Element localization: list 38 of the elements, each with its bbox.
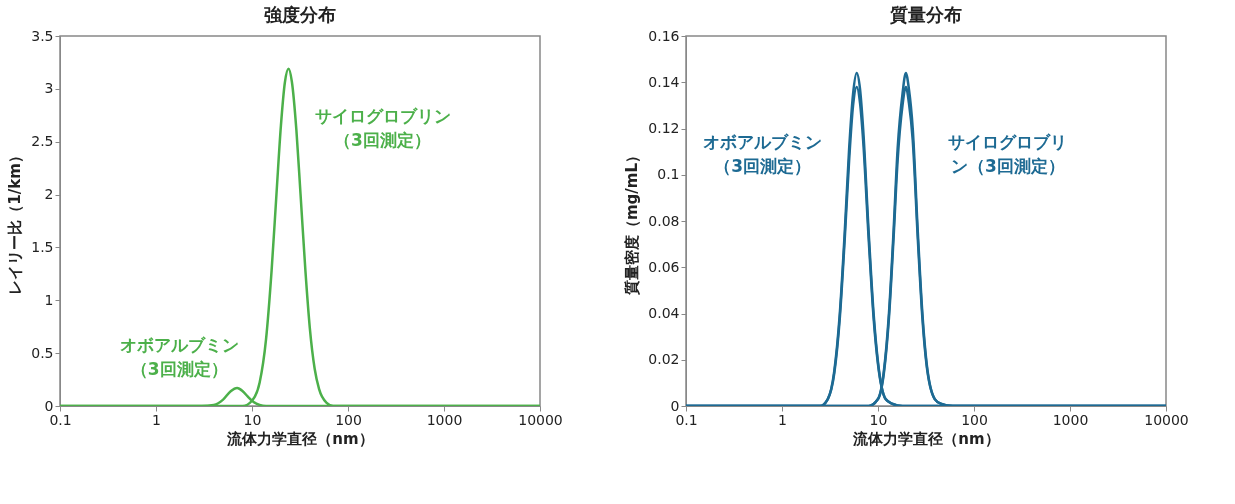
x-axis-title: 流体力学直径（nm） [852, 429, 1000, 448]
y-tick-label: 3.5 [31, 27, 54, 44]
y-tick-label: 0.02 [648, 351, 680, 368]
y-axis-title: レイリー比（1/km） [6, 148, 25, 295]
y-tick-label: 0.12 [648, 120, 680, 136]
y-tick-label: 0 [670, 397, 680, 414]
annotation: オボアルブミン（3回測定） [703, 132, 823, 176]
y-tick-label: 3 [44, 80, 54, 97]
x-tick-label: 10 [869, 411, 888, 428]
y-tick-label: 0.1 [657, 166, 680, 183]
x-tick-label: 1 [778, 411, 787, 428]
y-tick-label: 0.16 [648, 27, 680, 44]
y-tick-label: 0.04 [648, 305, 680, 321]
y-tick-label: 2.5 [31, 133, 54, 150]
x-tick-label: 10000 [518, 411, 563, 428]
x-tick-label: 10000 [1144, 411, 1189, 428]
x-tick-label: 1 [152, 411, 161, 428]
y-tick-label: 0.14 [648, 73, 680, 90]
y-tick-label: 1 [44, 291, 54, 308]
x-tick-label: 1000 [426, 411, 463, 428]
y-tick-label: 0.06 [648, 258, 680, 275]
y-tick-label: 0.08 [648, 212, 680, 229]
x-tick-label: 10 [243, 411, 262, 428]
y-axis-title: 質量密度（mg/mL） [623, 147, 642, 297]
x-tick-label: 100 [961, 411, 988, 428]
chart-title: 質量分布 [889, 4, 962, 25]
y-tick-label: 0 [44, 397, 54, 414]
y-tick-label: 0.5 [31, 344, 54, 361]
x-tick-label: 1000 [1052, 411, 1089, 428]
x-tick-label: 100 [335, 411, 362, 428]
x-axis-title: 流体力学直径（nm） [226, 429, 374, 448]
annotation: サイログロブリン（3回測定） [948, 132, 1068, 176]
chart-title: 強度分布 [264, 4, 336, 25]
y-tick-label: 1.5 [31, 238, 54, 255]
x-tick-label: 0.1 [675, 411, 698, 428]
annotation: オボアルブミン（3回測定） [119, 335, 239, 380]
y-tick-label: 2 [44, 186, 54, 203]
annotation: サイログロブリン（3回測定） [314, 105, 451, 150]
